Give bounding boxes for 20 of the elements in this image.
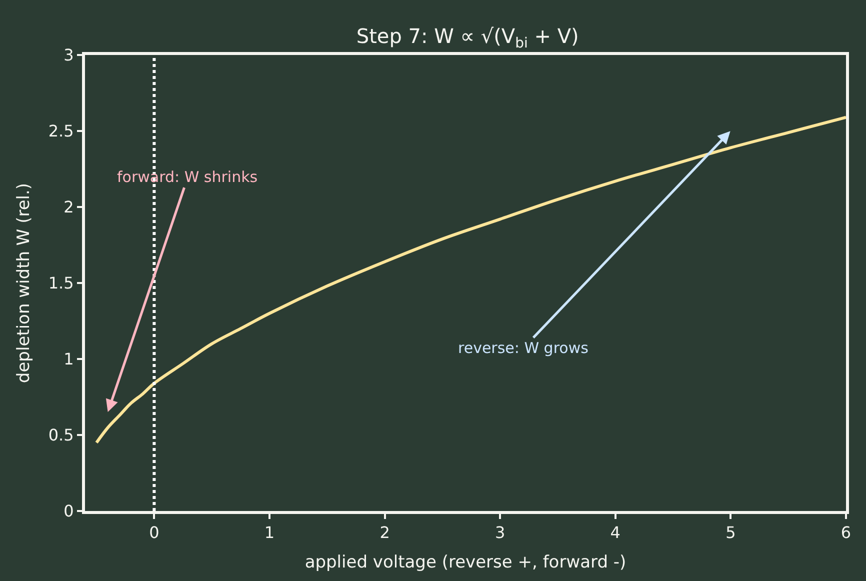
x-axis-title: applied voltage (reverse +, forward -)	[304, 552, 626, 573]
x-tick-label: 6	[840, 523, 852, 542]
line-series	[95, 116, 846, 444]
x-tick-label: 3	[494, 523, 506, 542]
annotation: reverse: W grows	[458, 339, 589, 357]
y-tick-label: 0.5	[48, 426, 74, 445]
x-tick-label: 4	[610, 523, 620, 542]
y-tick-label: 1.5	[48, 274, 74, 293]
y-axis-title: depletion width W (rel.)	[14, 182, 34, 384]
y-tick-label: 0	[64, 502, 74, 521]
y-tick-label: 2.5	[48, 122, 74, 141]
x-tick-label: 5	[726, 523, 736, 542]
y-tick-label: 1	[64, 350, 74, 369]
x-tick-label: 1	[264, 523, 275, 542]
x-tick-label: 2	[380, 523, 390, 542]
y-tick-label: 2	[64, 198, 74, 217]
chart-title: Step 7: W ∝ √(V$_{bi}$ + V)	[356, 24, 579, 52]
y-tick-label: 3	[64, 46, 74, 65]
annotation: forward: W shrinks	[117, 168, 258, 186]
x-tick-label: 0	[149, 523, 160, 542]
